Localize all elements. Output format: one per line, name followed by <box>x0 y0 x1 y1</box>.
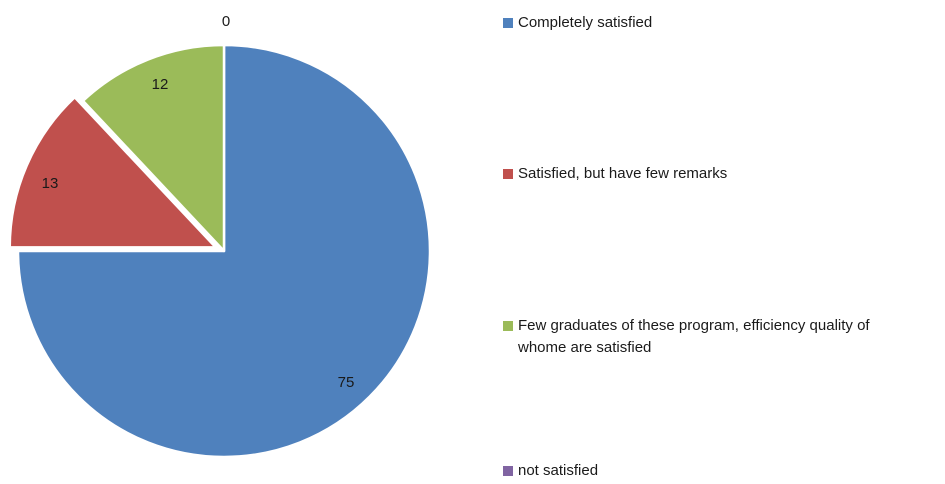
legend-entry-4: not satisfied <box>503 462 598 479</box>
legend-swatch-4 <box>503 466 513 476</box>
pie-data-labels: 75 13 12 0 <box>42 13 355 391</box>
pie-slice-1 <box>16 43 432 459</box>
legend-label-2: Satisfied, but have few remarks <box>518 165 727 182</box>
legend-label-3: Few graduates of these program, efficien… <box>517 317 870 356</box>
legend-entry-3: Few graduates of these program, efficien… <box>503 317 870 356</box>
legend-entry-1: Completely satisfied <box>503 14 652 31</box>
data-label-2: 13 <box>42 175 59 192</box>
legend-swatch-3 <box>503 321 513 331</box>
legend-label-4: not satisfied <box>518 462 598 479</box>
legend-entry-2: Satisfied, but have few remarks <box>503 165 727 182</box>
pie-slice-3 <box>81 43 226 253</box>
legend: Completely satisfied Satisfied, but have … <box>503 14 870 479</box>
data-label-4: 0 <box>222 13 230 30</box>
pie-slice-2 <box>8 96 217 249</box>
legend-swatch-1 <box>503 18 513 28</box>
legend-label-1: Completely satisfied <box>518 14 652 31</box>
legend-swatch-2 <box>503 169 513 179</box>
pie-slices <box>8 43 432 459</box>
data-label-1: 75 <box>338 374 355 391</box>
data-label-3: 12 <box>152 76 169 93</box>
